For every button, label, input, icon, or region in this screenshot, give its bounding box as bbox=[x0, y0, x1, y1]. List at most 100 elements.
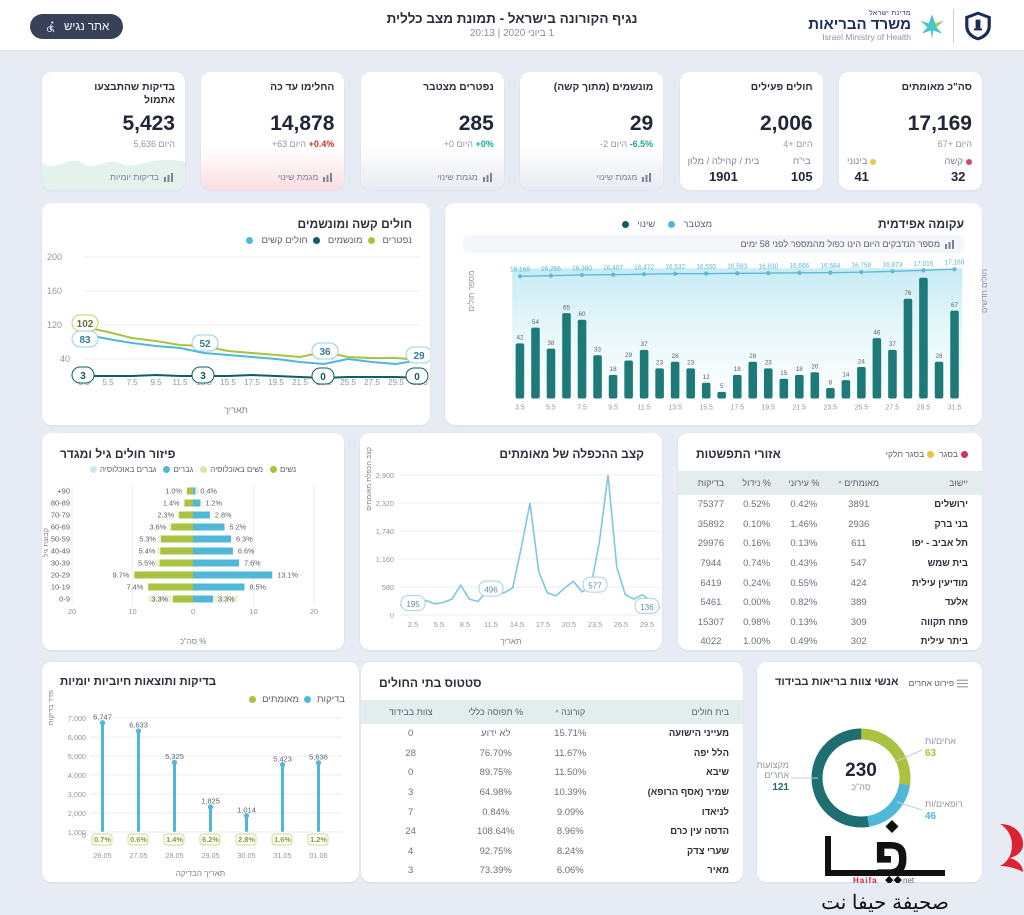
svg-text:17,015: 17,015 bbox=[914, 261, 934, 268]
svg-text:◆◆: ◆◆ bbox=[885, 874, 902, 883]
svg-text:5,000: 5,000 bbox=[68, 752, 86, 761]
svg-text:5: 5 bbox=[720, 383, 724, 390]
svg-text:63: 63 bbox=[925, 748, 937, 759]
svg-text:580: 580 bbox=[382, 583, 394, 592]
svg-text:21.5: 21.5 bbox=[292, 378, 308, 387]
svg-text:28: 28 bbox=[749, 353, 756, 360]
svg-text:2,000: 2,000 bbox=[68, 809, 86, 818]
svg-text:0.7%: 0.7% bbox=[94, 835, 111, 844]
svg-text:0: 0 bbox=[191, 607, 195, 616]
svg-text:01.06: 01.06 bbox=[309, 851, 327, 860]
svg-text:1,740: 1,740 bbox=[376, 527, 394, 536]
svg-text:5.5: 5.5 bbox=[102, 378, 114, 387]
svg-text:136: 136 bbox=[640, 603, 654, 612]
svg-text:230: 230 bbox=[845, 760, 877, 781]
svg-text:7.4%: 7.4% bbox=[127, 583, 144, 592]
svg-text:0: 0 bbox=[320, 372, 326, 383]
svg-text:11.5: 11.5 bbox=[638, 403, 651, 411]
svg-text:7.6%: 7.6% bbox=[244, 559, 261, 568]
svg-text:20: 20 bbox=[811, 363, 818, 370]
svg-text:15: 15 bbox=[780, 370, 787, 377]
svg-text:70-79: 70-79 bbox=[51, 511, 70, 520]
svg-text:31.5: 31.5 bbox=[948, 403, 962, 411]
svg-text:אחים/ות: אחים/ות bbox=[925, 736, 956, 746]
svg-text:6.3%: 6.3% bbox=[236, 535, 253, 544]
svg-text:496: 496 bbox=[484, 586, 498, 595]
svg-text:31.05: 31.05 bbox=[273, 851, 291, 860]
svg-text:27.5: 27.5 bbox=[364, 378, 380, 387]
svg-text:10-19: 10-19 bbox=[51, 583, 70, 592]
svg-text:121: 121 bbox=[772, 782, 789, 793]
svg-text:3.3%: 3.3% bbox=[151, 595, 168, 604]
svg-text:23: 23 bbox=[656, 360, 663, 367]
svg-text:65: 65 bbox=[563, 304, 570, 311]
svg-text:16,472: 16,472 bbox=[634, 264, 654, 271]
svg-text:0-9: 0-9 bbox=[59, 595, 70, 604]
svg-text:5.5%: 5.5% bbox=[138, 559, 155, 568]
svg-text:8.5: 8.5 bbox=[460, 620, 470, 629]
svg-text:16,684: 16,684 bbox=[820, 263, 840, 270]
svg-text:200: 200 bbox=[47, 252, 62, 262]
svg-text:8: 8 bbox=[829, 379, 833, 386]
svg-text:6,000: 6,000 bbox=[68, 733, 86, 742]
svg-text:Haifa: Haifa bbox=[853, 876, 878, 883]
svg-text:16,758: 16,758 bbox=[851, 262, 871, 269]
svg-text:3.6%: 3.6% bbox=[150, 523, 167, 532]
svg-text:36: 36 bbox=[319, 347, 331, 358]
svg-text:160: 160 bbox=[47, 286, 62, 296]
svg-text:67: 67 bbox=[951, 302, 958, 309]
svg-text:2.8%: 2.8% bbox=[238, 835, 255, 844]
svg-text:28: 28 bbox=[672, 353, 679, 360]
svg-text:577: 577 bbox=[588, 582, 602, 591]
svg-text:אחרים: אחרים bbox=[764, 770, 789, 780]
svg-text:3: 3 bbox=[80, 371, 86, 382]
svg-text:60: 60 bbox=[579, 311, 586, 318]
svg-text:37: 37 bbox=[641, 341, 648, 348]
svg-text:20: 20 bbox=[68, 607, 76, 616]
svg-text:23.5: 23.5 bbox=[588, 620, 602, 629]
svg-text:רופאים/ות: רופאים/ות bbox=[925, 799, 963, 809]
svg-text:9.7%: 9.7% bbox=[113, 571, 130, 580]
svg-text:6.2%: 6.2% bbox=[202, 835, 219, 844]
svg-text:12: 12 bbox=[703, 374, 710, 381]
svg-text:16,630: 16,630 bbox=[758, 263, 778, 270]
svg-text:2.8%: 2.8% bbox=[215, 511, 232, 520]
svg-text:6,633: 6,633 bbox=[129, 721, 148, 730]
svg-text:46: 46 bbox=[873, 329, 880, 336]
svg-text:5.4%: 5.4% bbox=[139, 547, 156, 556]
svg-text:15.5: 15.5 bbox=[220, 378, 236, 387]
svg-text:3.3%: 3.3% bbox=[218, 595, 235, 604]
svg-text:1.6%: 1.6% bbox=[274, 835, 291, 844]
svg-text:0: 0 bbox=[390, 611, 394, 620]
svg-text:6,747: 6,747 bbox=[93, 713, 112, 722]
svg-text:20: 20 bbox=[310, 607, 318, 616]
svg-text:13.1%: 13.1% bbox=[277, 571, 298, 580]
svg-text:סה"כ: סה"כ bbox=[851, 782, 871, 792]
svg-text:18: 18 bbox=[796, 366, 803, 373]
svg-text:30-39: 30-39 bbox=[51, 559, 70, 568]
svg-text:7.5: 7.5 bbox=[126, 378, 138, 387]
svg-text:27.5: 27.5 bbox=[886, 403, 900, 411]
svg-text:15.5: 15.5 bbox=[699, 403, 713, 411]
svg-text:26.05: 26.05 bbox=[93, 851, 111, 860]
svg-text:11.5: 11.5 bbox=[484, 620, 498, 629]
svg-text:23.5: 23.5 bbox=[824, 403, 838, 411]
svg-text:21.5: 21.5 bbox=[793, 403, 807, 411]
svg-text:16,593: 16,593 bbox=[727, 264, 747, 271]
svg-text:1,160: 1,160 bbox=[376, 555, 394, 564]
svg-text:3,000: 3,000 bbox=[68, 790, 86, 799]
svg-text:42: 42 bbox=[516, 335, 523, 342]
svg-text:1.4%: 1.4% bbox=[166, 835, 183, 844]
svg-text:3.5: 3.5 bbox=[515, 403, 525, 411]
svg-text:0: 0 bbox=[82, 831, 86, 840]
svg-text:16,532: 16,532 bbox=[665, 264, 685, 271]
svg-text:60-69: 60-69 bbox=[51, 523, 70, 532]
svg-text:1.2%: 1.2% bbox=[205, 499, 222, 508]
svg-text:3: 3 bbox=[200, 371, 206, 382]
svg-text:16,550: 16,550 bbox=[696, 264, 716, 271]
svg-text:4,000: 4,000 bbox=[68, 771, 86, 780]
svg-text:16,360: 16,360 bbox=[572, 265, 592, 272]
svg-text:9.5: 9.5 bbox=[150, 378, 162, 387]
svg-text:1,825: 1,825 bbox=[201, 797, 220, 806]
svg-text:מקצועות: מקצועות bbox=[757, 760, 789, 770]
